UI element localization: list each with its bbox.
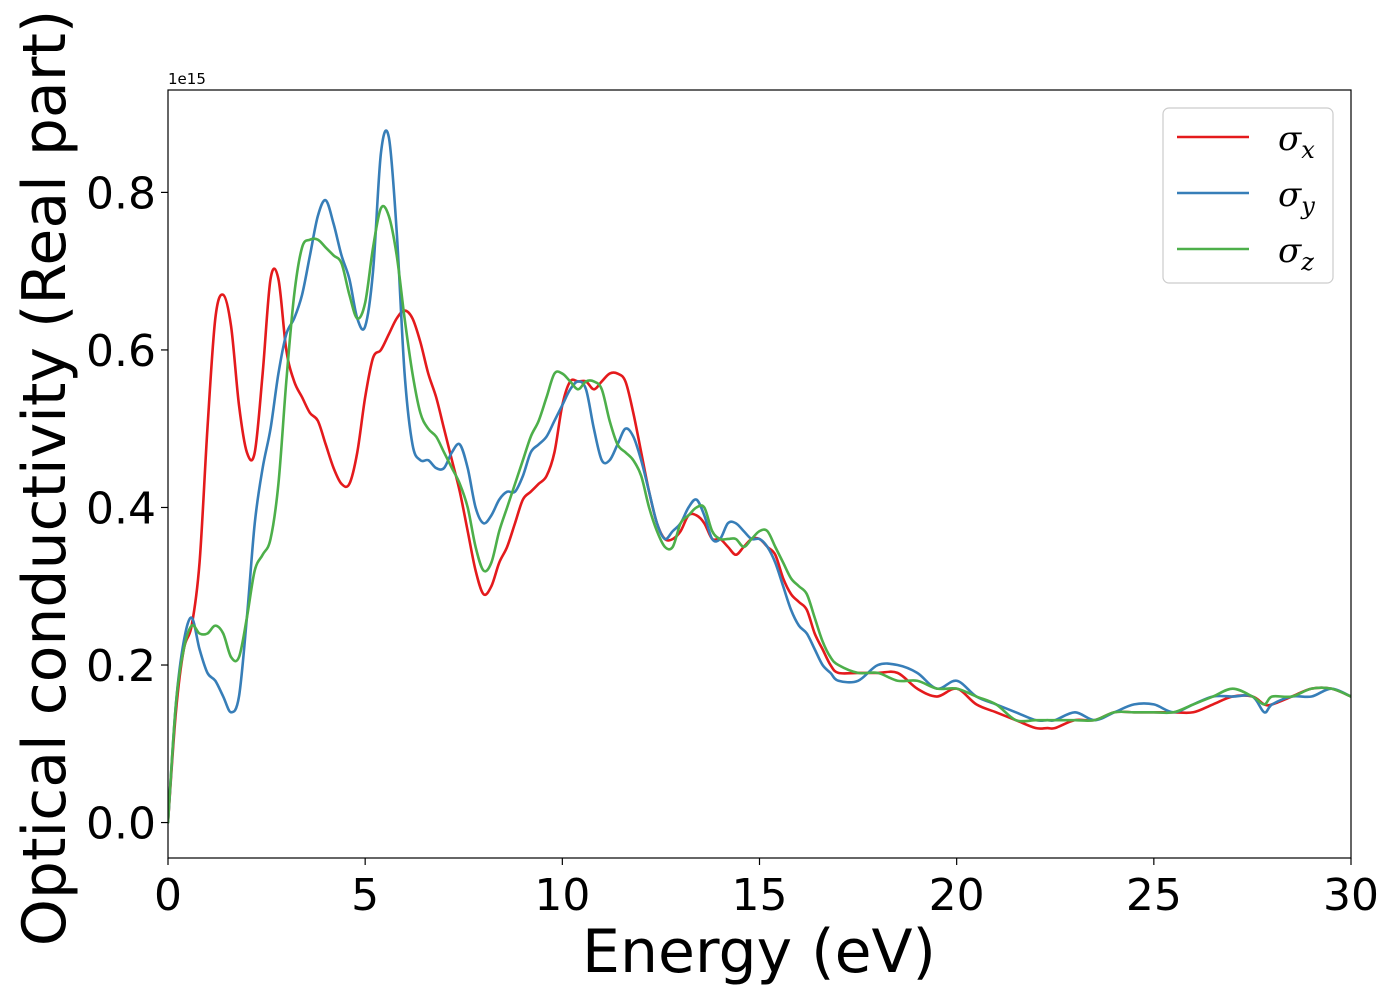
y-offset-label: 1e15 <box>168 70 206 88</box>
x-axis-ticks: 0 5 10 15 20 25 30 <box>154 858 1379 921</box>
plot-area <box>167 89 1352 859</box>
x-tick-label: 25 <box>1126 870 1182 921</box>
series-line-sigma-y <box>168 129 1351 824</box>
legend-label-sigma-y: σy <box>1278 175 1315 220</box>
y-tick-label: 0.6 <box>86 326 156 377</box>
legend-box <box>1162 107 1334 284</box>
legend: σx σy σz <box>1162 107 1334 284</box>
x-tick-label: 5 <box>351 870 379 921</box>
y-axis-label: Optical conductivity (Real part) <box>10 10 80 947</box>
x-tick-label: 0 <box>154 870 182 921</box>
series-line-sigma-z <box>168 204 1351 824</box>
x-tick-label: 15 <box>732 870 788 921</box>
x-tick-label: 10 <box>534 870 590 921</box>
legend-label-sigma-x: σx <box>1278 119 1315 164</box>
x-tick-label: 20 <box>929 870 985 921</box>
series-layer <box>168 129 1351 824</box>
y-axis-ticks: 0.0 0.2 0.4 0.6 0.8 <box>86 168 168 850</box>
y-tick-label: 0.2 <box>86 641 156 692</box>
y-tick-label: 0.8 <box>86 168 156 219</box>
y-tick-label: 0.0 <box>86 799 156 850</box>
y-tick-label: 0.4 <box>86 483 156 534</box>
x-tick-label: 30 <box>1323 870 1379 921</box>
legend-label-sigma-z: σz <box>1278 231 1314 276</box>
x-axis-label: Energy (eV) <box>582 917 936 987</box>
